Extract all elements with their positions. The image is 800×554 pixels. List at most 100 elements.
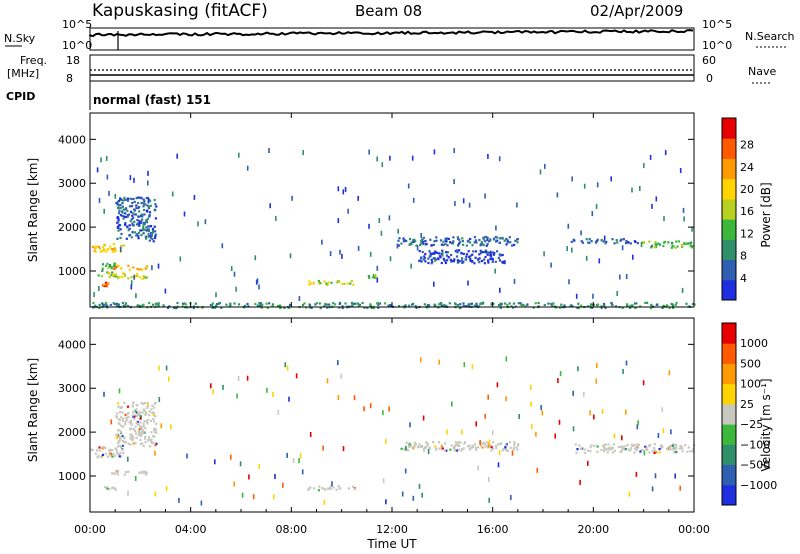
data-cell xyxy=(432,243,435,246)
data-cell xyxy=(137,423,140,426)
data-cell xyxy=(148,211,152,214)
data-cell xyxy=(585,255,588,261)
data-cell xyxy=(604,242,607,245)
data-cell xyxy=(330,281,333,284)
data-cell xyxy=(363,306,366,309)
data-cell xyxy=(130,423,133,426)
data-cell xyxy=(134,476,137,481)
data-cell xyxy=(368,223,370,229)
data-cell xyxy=(148,410,151,413)
data-cell xyxy=(126,214,129,217)
data-cell xyxy=(134,213,138,216)
data-cell xyxy=(122,452,125,455)
data-cell xyxy=(662,245,665,248)
data-cell xyxy=(674,447,677,450)
data-cell xyxy=(474,256,477,259)
data-cell xyxy=(479,303,482,306)
data-cell xyxy=(119,236,122,239)
data-cell xyxy=(558,419,561,425)
data-cell xyxy=(414,305,417,308)
data-cell xyxy=(143,228,146,231)
data-cell xyxy=(100,275,104,278)
data-cell xyxy=(547,302,550,305)
data-cell xyxy=(152,406,156,409)
data-cell xyxy=(596,238,599,241)
data-cell xyxy=(107,272,110,275)
data-cell xyxy=(543,303,546,307)
data-cell xyxy=(329,485,332,488)
data-cell xyxy=(405,239,408,243)
y-tick-label: 4000 xyxy=(58,338,86,351)
data-cell xyxy=(113,247,117,250)
data-cell xyxy=(510,305,513,308)
data-cell xyxy=(446,244,449,247)
data-cell xyxy=(366,306,369,310)
data-cell xyxy=(581,241,584,244)
data-cell xyxy=(113,472,117,475)
data-cell xyxy=(484,249,488,252)
data-cell xyxy=(440,261,443,265)
data-cell xyxy=(616,291,618,297)
data-cell xyxy=(610,176,612,182)
data-cell xyxy=(115,201,118,204)
data-cell xyxy=(482,441,485,445)
data-cell xyxy=(131,222,134,225)
data-cell xyxy=(662,304,665,307)
data-cell xyxy=(127,412,130,415)
data-cell xyxy=(141,470,144,473)
data-cell xyxy=(608,448,611,451)
data-cell xyxy=(116,305,119,308)
data-cell xyxy=(135,411,138,414)
data-cell xyxy=(139,442,142,445)
data-cell xyxy=(459,441,462,444)
data-cell xyxy=(124,302,127,305)
data-cell xyxy=(579,479,581,485)
data-cell xyxy=(143,200,146,203)
data-cell xyxy=(460,257,464,260)
data-cell xyxy=(123,215,126,218)
status-panels: N.Sky 10^5 10^0 10^5 10^0 N.Search Freq.… xyxy=(4,18,795,110)
data-cell xyxy=(475,421,477,427)
data-cell xyxy=(142,229,145,232)
data-cell xyxy=(108,449,111,452)
data-cell xyxy=(152,303,155,306)
data-cell xyxy=(118,452,121,456)
data-cell xyxy=(666,304,669,307)
data-cell xyxy=(499,287,501,293)
data-cell xyxy=(154,450,156,456)
data-cell xyxy=(637,443,640,446)
data-cell xyxy=(153,225,156,228)
data-cell xyxy=(444,442,447,445)
data-cell xyxy=(422,236,425,239)
data-cell xyxy=(121,419,124,422)
data-cell xyxy=(146,229,149,232)
data-cell xyxy=(130,236,133,239)
data-cell xyxy=(590,444,593,447)
data-cell xyxy=(149,204,152,207)
colorbar-segment xyxy=(722,424,736,445)
data-cell xyxy=(605,448,608,451)
data-cell xyxy=(530,401,532,407)
data-cell xyxy=(133,417,136,420)
data-cell xyxy=(642,380,645,386)
data-cell xyxy=(471,260,474,263)
data-cell xyxy=(141,411,144,414)
data-cell xyxy=(158,397,161,402)
data-cell xyxy=(153,198,156,202)
data-cell xyxy=(134,425,137,428)
data-cell xyxy=(142,198,145,201)
data-cell xyxy=(449,448,452,451)
data-cell xyxy=(591,211,594,217)
data-cell xyxy=(598,258,601,264)
data-cell xyxy=(423,255,426,258)
data-cell xyxy=(154,217,157,220)
data-cell xyxy=(457,448,460,451)
data-cell xyxy=(329,251,332,257)
data-cell xyxy=(181,302,185,305)
data-cell xyxy=(129,443,132,446)
data-cell xyxy=(301,303,305,307)
data-cell xyxy=(476,446,480,449)
data-cell xyxy=(137,231,140,234)
data-cell xyxy=(594,241,598,244)
data-cell xyxy=(114,275,118,278)
